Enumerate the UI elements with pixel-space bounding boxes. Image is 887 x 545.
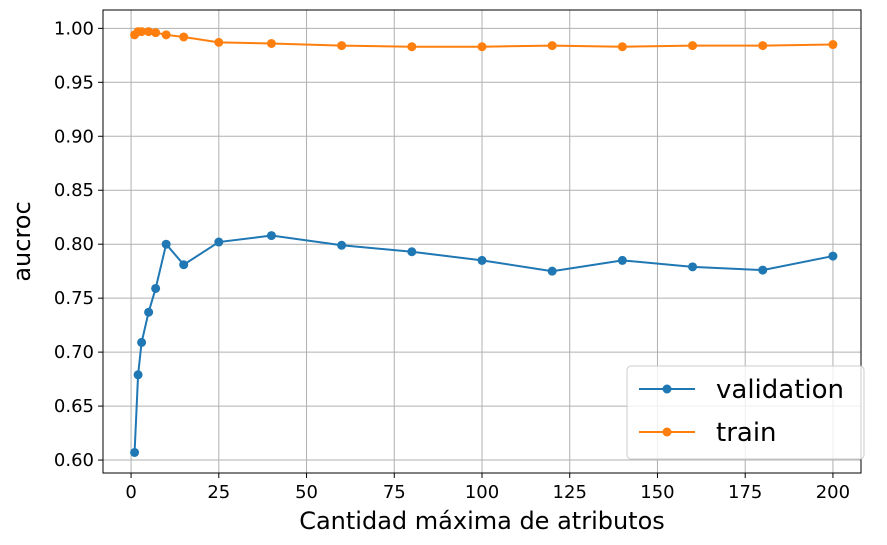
y-axis-ticks: 0.60 0.65 0.70 0.75 0.80 0.85 0.90 0.95 1.00 (54, 18, 103, 471)
grid-lines (103, 10, 861, 473)
legend-marker (662, 427, 672, 437)
data-point-validation (407, 247, 417, 257)
data-point-validation (214, 237, 224, 247)
data-point-validation (133, 370, 143, 380)
series-train (130, 27, 838, 52)
data-point-validation (161, 239, 171, 249)
data-point-validation (828, 251, 838, 261)
x-axis-title: Cantidad máxima de atributos (299, 507, 665, 535)
x-axis-ticks: 0 25 50 75 100 125 150 175 200 (125, 473, 850, 503)
data-point-validation (151, 283, 161, 293)
data-point-validation (758, 265, 768, 275)
y-tick-label: 0.95 (54, 72, 94, 93)
data-point-train (477, 42, 487, 52)
x-tick-label: 150 (640, 482, 674, 503)
x-tick-label: 75 (383, 482, 406, 503)
data-point-train (547, 41, 557, 51)
y-tick-label: 0.75 (54, 288, 94, 309)
x-tick-label: 0 (125, 482, 136, 503)
data-point-train (161, 30, 171, 40)
data-point-train (337, 41, 347, 51)
data-point-train (828, 40, 838, 50)
data-point-validation (179, 260, 189, 270)
data-point-validation (617, 255, 627, 265)
data-point-validation (144, 307, 154, 317)
x-tick-label: 100 (465, 482, 499, 503)
y-tick-label: 0.90 (54, 126, 94, 147)
series-validation (130, 231, 838, 457)
data-point-train (266, 38, 276, 48)
series-layer (130, 27, 838, 457)
y-tick-label: 0.60 (54, 450, 94, 471)
legend-label: train (716, 418, 777, 448)
data-point-train (758, 41, 768, 51)
data-point-validation (137, 337, 147, 347)
x-tick-label: 200 (816, 482, 850, 503)
y-tick-label: 1.00 (54, 18, 94, 39)
x-tick-label: 25 (207, 482, 230, 503)
x-tick-label: 125 (553, 482, 587, 503)
data-point-train (688, 41, 698, 51)
data-point-train (144, 27, 154, 37)
data-point-train (137, 27, 147, 37)
legend-marker (662, 384, 672, 394)
data-point-train (407, 42, 417, 52)
data-point-validation (688, 262, 698, 272)
y-tick-label: 0.70 (54, 342, 94, 363)
data-point-train (151, 28, 161, 38)
legend-label: validation (716, 375, 844, 405)
y-tick-label: 0.85 (54, 180, 94, 201)
data-point-validation (547, 266, 557, 276)
data-point-validation (130, 447, 140, 457)
y-tick-label: 0.65 (54, 396, 94, 417)
x-tick-label: 175 (728, 482, 762, 503)
x-tick-label: 50 (295, 482, 318, 503)
data-point-train (214, 37, 224, 47)
data-point-validation (477, 255, 487, 265)
legend-item-train: train (639, 418, 777, 448)
y-tick-label: 0.80 (54, 234, 94, 255)
legend-item-validation: validation (639, 375, 844, 405)
legend: validation train (626, 365, 865, 460)
data-point-train (617, 42, 627, 52)
data-point-validation (337, 240, 347, 250)
data-point-train (179, 32, 189, 42)
data-point-validation (266, 231, 276, 241)
y-axis-title: aucroc (8, 201, 36, 281)
